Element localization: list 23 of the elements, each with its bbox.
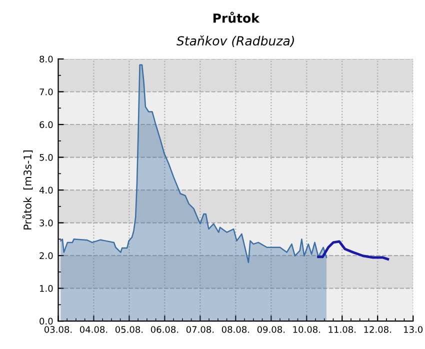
x-tick-label: 09.08. (257, 326, 285, 333)
x-tick-label: 07.08. (186, 326, 214, 333)
x-tick-label: 04.08. (80, 326, 108, 333)
chart-title: Průtok (213, 12, 260, 23)
x-tick-label: 13.0 (404, 326, 423, 333)
x-tick-label: 11.08. (328, 326, 356, 333)
y-tick-label: 8.0 (40, 56, 53, 63)
x-tick-label: 05.08. (115, 326, 143, 333)
x-tick-label: 10.08. (293, 326, 320, 333)
y-tick-label: 6.0 (40, 121, 53, 128)
x-tick-label: 12.08. (364, 326, 391, 333)
x-tick-label: 08.08. (222, 326, 250, 333)
y-tick-label: 7.0 (40, 88, 53, 96)
x-tick-label: 03.08. (44, 326, 72, 333)
y-tick-label: 0.0 (40, 318, 53, 325)
y-axis-title: Průtok [m3s-1] (22, 150, 33, 230)
y-tick-label: 5.0 (40, 154, 53, 161)
x-tick-label: 06.08. (150, 326, 178, 333)
y-tick-label: 2.0 (40, 252, 53, 260)
chart-subtitle: Staňkov (Radbuza) (176, 35, 294, 48)
y-tick-label: 1.0 (40, 285, 53, 292)
y-tick-label: 4.0 (39, 186, 53, 194)
y-tick-label: 3.0 (40, 220, 53, 226)
